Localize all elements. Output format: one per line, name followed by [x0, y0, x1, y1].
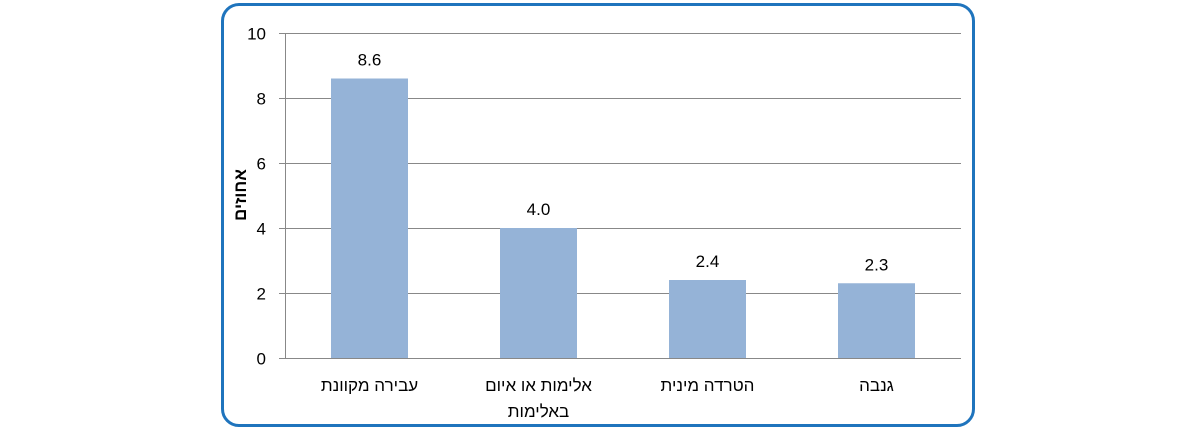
y-tick-label: 10: [247, 25, 266, 44]
x-tick-label: גנבה: [859, 376, 894, 395]
x-tick-label: באלימות: [508, 402, 569, 421]
data-label: 8.6: [358, 51, 382, 70]
x-tick-label: אלימות או איום: [485, 376, 592, 395]
y-tick-label: 8: [257, 90, 266, 109]
labels-layer: 0 2 4 6 8 10 8.6 עבירה מקוונת 4.0 אלימות או איום ב…: [247, 25, 894, 422]
y-tick-label: 2: [257, 285, 266, 304]
bar: [838, 283, 915, 358]
y-tick-label: 4: [257, 220, 266, 239]
bar: [331, 78, 408, 358]
y-axis-label: אחוזים: [231, 169, 250, 221]
x-tick-label: עבירה מקוונת: [321, 376, 418, 395]
data-label: 2.3: [865, 255, 889, 274]
data-label: 2.4: [696, 252, 720, 271]
y-tick-label: 6: [257, 155, 266, 174]
bar: [669, 280, 746, 358]
data-label: 4.0: [527, 200, 551, 219]
x-tick-label: הטרדה מינית: [661, 376, 755, 395]
bar: [500, 228, 577, 358]
y-tick-label: 0: [257, 350, 266, 369]
bars-layer: [331, 78, 915, 358]
